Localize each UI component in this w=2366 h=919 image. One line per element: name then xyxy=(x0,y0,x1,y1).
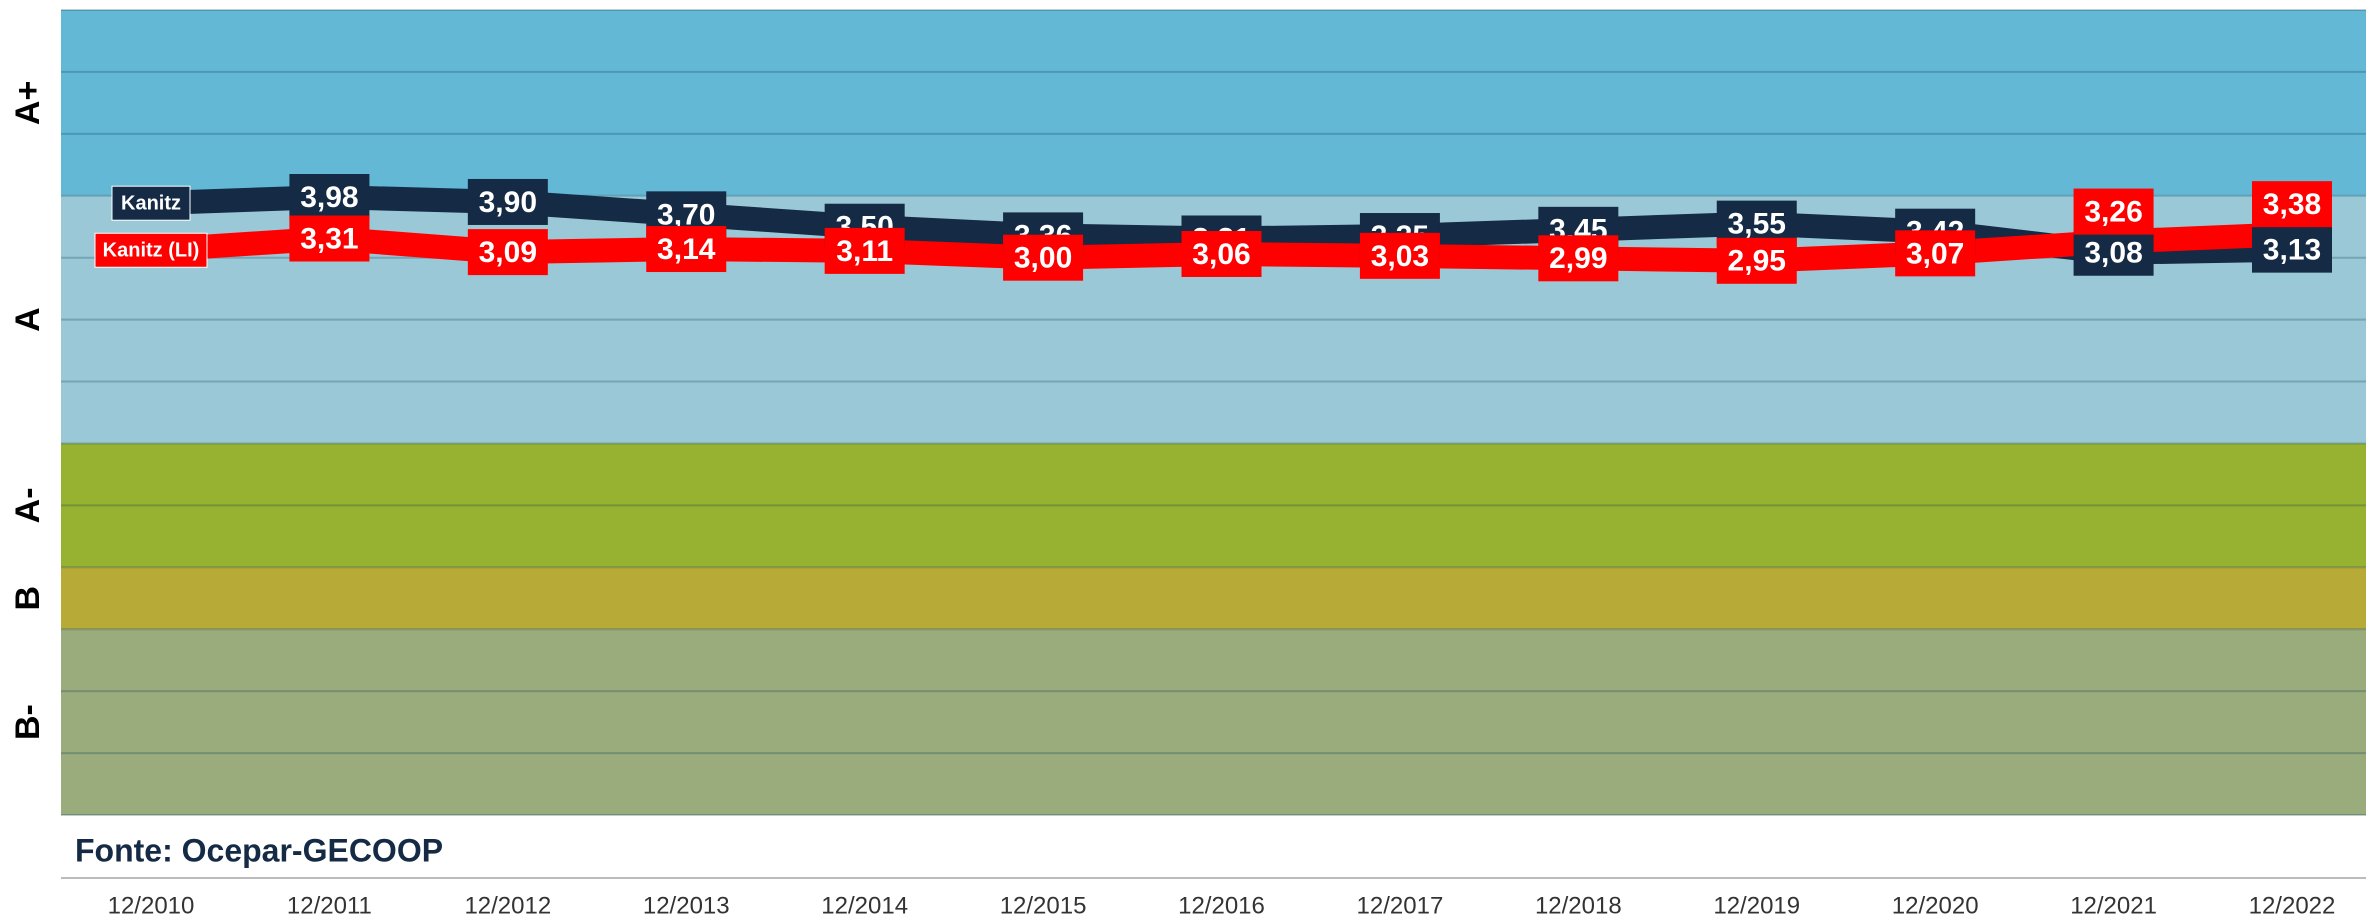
value-label: 3,13 xyxy=(2252,226,2332,273)
value-label: 3,26 xyxy=(2073,188,2154,235)
x-tick-label: 12/2017 xyxy=(1357,892,1444,919)
value-label: 3,07 xyxy=(1895,230,1976,277)
value-label-box xyxy=(646,226,727,273)
value-label: 3,38 xyxy=(2252,181,2332,228)
value-label-text: 3,70 xyxy=(657,198,715,231)
value-label-box xyxy=(467,229,548,276)
value-label: 2,95 xyxy=(1716,237,1797,284)
value-label-text: 3,00 xyxy=(1014,242,1072,275)
value-label: 3,90 xyxy=(467,178,548,225)
value-label-box xyxy=(1003,234,1084,281)
x-tick-label: 12/2019 xyxy=(1713,892,1800,919)
band xyxy=(61,443,2366,568)
value-label-text: 3,90 xyxy=(479,186,537,219)
value-label: 2,99 xyxy=(1538,235,1619,282)
x-tick-label: 12/2016 xyxy=(1178,892,1265,919)
value-label-text: 3,13 xyxy=(2263,234,2321,267)
value-label: Kanitz (LI) xyxy=(94,232,208,268)
value-label-box xyxy=(2073,188,2154,235)
x-tick-label: 12/2015 xyxy=(1000,892,1087,919)
value-label-text: 2,95 xyxy=(1728,245,1786,278)
source: Fonte: Ocepar-GECOOP xyxy=(75,832,443,868)
value-label-text: 3,03 xyxy=(1371,240,1429,273)
band-label: B- xyxy=(9,704,47,740)
value-label-text: 3,98 xyxy=(300,181,358,214)
x-tick-label: 12/2010 xyxy=(108,892,195,919)
value-label-box xyxy=(2252,226,2332,273)
value-label-box xyxy=(1895,230,1976,277)
value-label: Kanitz xyxy=(111,185,191,221)
x-tick-label: 12/2022 xyxy=(2249,892,2336,919)
x-tick-label: 12/2013 xyxy=(643,892,730,919)
value-label-box xyxy=(2252,181,2332,228)
band-label: A- xyxy=(9,487,47,523)
value-label-box xyxy=(289,215,370,262)
value-label-text: 3,06 xyxy=(1192,238,1250,271)
x-tick-label: 12/2020 xyxy=(1892,892,1979,919)
value-label-text: 3,31 xyxy=(300,222,358,255)
value-label: 3,31 xyxy=(289,215,370,262)
value-label-text: 3,07 xyxy=(1906,237,1964,270)
value-label-box xyxy=(824,227,905,274)
value-label: 3,11 xyxy=(824,227,905,274)
value-label-box xyxy=(467,178,548,225)
value-label: 3,70 xyxy=(646,191,727,238)
x-tick-label: 12/2014 xyxy=(821,892,908,919)
value-label: 3,08 xyxy=(2073,229,2154,276)
value-label-text: 3,08 xyxy=(2084,237,2142,270)
value-label: 3,00 xyxy=(1003,234,1084,281)
band-label: A xyxy=(9,307,47,332)
value-label: 3,14 xyxy=(646,226,727,273)
value-label-box xyxy=(1181,230,1262,277)
value-label: 3,06 xyxy=(1181,230,1262,277)
value-label-text: 3,09 xyxy=(479,236,537,269)
value-label: 3,03 xyxy=(1359,232,1440,279)
band xyxy=(61,567,2366,630)
value-label: 3,98 xyxy=(289,174,370,221)
legend-label: Kanitz (LI) xyxy=(103,240,200,262)
value-label-text: 3,38 xyxy=(2263,188,2321,221)
value-label-box xyxy=(2073,229,2154,276)
x-tick-label: 12/2011 xyxy=(287,892,372,919)
x-tick-label: 12/2018 xyxy=(1535,892,1622,919)
value-label-text: 3,11 xyxy=(836,235,893,268)
x-tick-label: 12/2021 xyxy=(2070,892,2157,919)
band xyxy=(61,10,2366,196)
value-label-box xyxy=(1359,232,1440,279)
value-label-box xyxy=(1716,237,1797,284)
band-label: B xyxy=(9,586,47,611)
band-label: A+ xyxy=(9,81,47,125)
legend-label: Kanitz xyxy=(121,192,181,214)
value-label-box xyxy=(1538,235,1619,282)
value-label-text: 2,99 xyxy=(1549,242,1607,275)
value-label: 3,09 xyxy=(467,229,548,276)
value-label-text: 3,26 xyxy=(2084,196,2142,229)
value-label-text: 3,55 xyxy=(1728,208,1786,241)
series-name-box xyxy=(111,185,191,221)
value-label-text: 3,14 xyxy=(657,233,716,266)
x-tick-label: 12/2012 xyxy=(464,892,551,919)
series-name-box xyxy=(94,232,208,268)
value-label-box xyxy=(289,174,370,221)
band xyxy=(61,629,2366,815)
